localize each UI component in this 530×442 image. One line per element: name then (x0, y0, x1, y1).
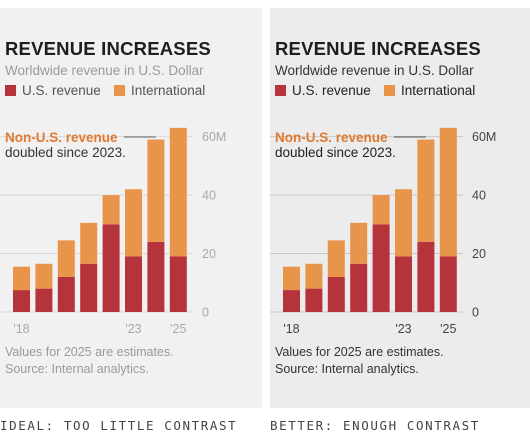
y-tick-label: 20 (202, 247, 216, 261)
x-tick-label: '18 (283, 322, 299, 336)
legend-swatch-us (275, 85, 286, 96)
bar-us-2023 (395, 256, 412, 312)
note-source: Source: Internal analytics. (275, 362, 419, 376)
bar-us-2022 (372, 224, 390, 312)
bar-us-2020 (57, 276, 75, 312)
bar-us-2018 (13, 290, 30, 312)
bar-international-2023 (395, 189, 412, 257)
x-tick-label: '18 (13, 322, 29, 336)
bar-us-2023 (125, 256, 142, 312)
chart-panel-left: REVENUE INCREASES Worldwide revenue in U.… (0, 8, 262, 408)
y-tick-label: 40 (202, 189, 216, 203)
bar-us-2019 (305, 288, 323, 312)
bar-international-2024 (147, 139, 165, 242)
legend-label-international: International (131, 83, 205, 98)
bar-international-2020 (327, 240, 345, 277)
chart-title: REVENUE INCREASES (5, 38, 211, 59)
y-tick-label: 20 (472, 247, 486, 261)
bar-international-2021 (350, 222, 368, 264)
bar-us-2025 (439, 256, 457, 312)
bar-international-2025 (439, 127, 457, 257)
chart-subtitle: Worldwide revenue in U.S. Dollar (5, 63, 204, 78)
y-tick-label: 60M (202, 130, 226, 144)
chart-panel-right: REVENUE INCREASES Worldwide revenue in U.… (270, 8, 530, 408)
bar-international-2025 (169, 127, 187, 257)
chart-title: REVENUE INCREASES (275, 38, 481, 59)
bar-international-2021 (80, 222, 98, 264)
note-estimates: Values for 2025 are estimates. (5, 345, 174, 359)
note-estimates: Values for 2025 are estimates. (275, 345, 444, 359)
bar-us-2019 (35, 288, 53, 312)
bar-us-2022 (102, 224, 120, 312)
bar-us-2024 (417, 241, 435, 312)
legend-swatch-us (5, 85, 16, 96)
bar-us-2021 (350, 263, 368, 312)
legend-swatch-international (384, 85, 395, 96)
caption-left: IDEAL: TOO LITTLE CONTRAST (0, 418, 238, 433)
bar-international-2024 (417, 139, 435, 242)
bar-international-2019 (35, 263, 53, 289)
note-source: Source: Internal analytics. (5, 362, 149, 376)
caption-right: BETTER: ENOUGH CONTRAST (270, 418, 480, 433)
chart-subtitle: Worldwide revenue in U.S. Dollar (275, 63, 474, 78)
legend-label-us: U.S. revenue (22, 83, 101, 98)
bar-international-2018 (283, 266, 300, 291)
y-tick-label: 40 (472, 189, 486, 203)
y-tick-label: 60M (472, 130, 496, 144)
bar-us-2020 (327, 276, 345, 312)
bar-international-2023 (125, 189, 142, 257)
y-tick-label: 0 (202, 306, 209, 320)
legend-swatch-international (114, 85, 125, 96)
x-tick-label: '25 (170, 322, 186, 336)
bar-us-2025 (169, 256, 187, 312)
bar-us-2018 (283, 290, 300, 312)
x-tick-label: '23 (395, 322, 411, 336)
bar-us-2021 (80, 263, 98, 312)
bar-international-2019 (305, 263, 323, 289)
x-tick-label: '25 (440, 322, 456, 336)
legend-label-us: U.S. revenue (292, 83, 371, 98)
annotation-line1: Non-U.S. revenue (275, 130, 388, 145)
annotation-line2: doubled since 2023. (275, 145, 396, 160)
legend-label-international: International (401, 83, 475, 98)
y-tick-label: 0 (472, 306, 479, 320)
x-tick-label: '23 (125, 322, 141, 336)
chart-svg-left: REVENUE INCREASES Worldwide revenue in U.… (0, 8, 262, 408)
bar-us-2024 (147, 241, 165, 312)
bar-international-2022 (102, 195, 120, 225)
annotation-line2: doubled since 2023. (5, 145, 126, 160)
bar-international-2018 (13, 266, 30, 291)
annotation-line1: Non-U.S. revenue (5, 130, 118, 145)
bar-international-2022 (372, 195, 390, 225)
chart-svg-right: REVENUE INCREASES Worldwide revenue in U.… (270, 8, 530, 408)
bar-international-2020 (57, 240, 75, 277)
